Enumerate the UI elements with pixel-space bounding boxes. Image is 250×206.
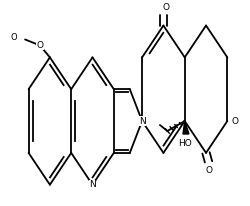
Text: O: O — [36, 41, 43, 50]
Polygon shape — [182, 121, 188, 134]
Text: N: N — [89, 180, 96, 189]
Text: N: N — [138, 117, 145, 125]
Text: O: O — [230, 117, 237, 125]
Text: O: O — [204, 166, 211, 175]
Text: O: O — [11, 33, 18, 42]
Text: HO: HO — [177, 139, 191, 148]
Text: O: O — [162, 3, 169, 12]
